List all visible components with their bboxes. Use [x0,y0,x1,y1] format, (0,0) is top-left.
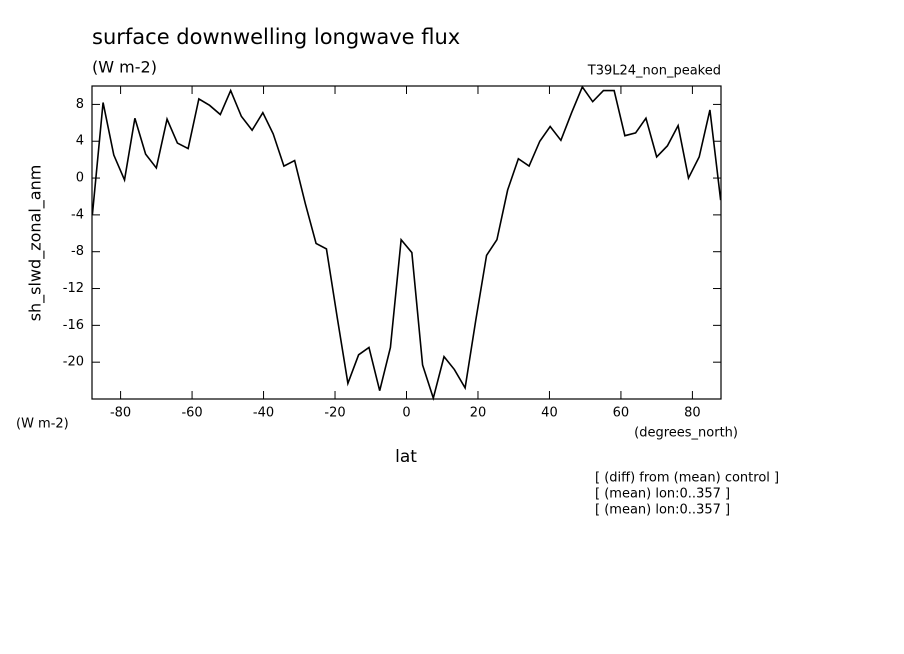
x-tick-label: 80 [684,406,701,421]
run-label: T39L24_non_peaked [587,64,721,79]
x-tick-label: -20 [324,406,345,421]
note: [ (mean) lon:0..357 ] [595,503,730,518]
note: [ (diff) from (mean) control ] [595,471,779,486]
x-tick-label: 0 [402,406,410,421]
y-tick-label: -20 [63,355,84,370]
y-tick-label: 0 [76,171,84,186]
y-tick-label: 8 [76,97,84,112]
chart-title: surface downwelling longwave flux [92,25,460,49]
x-tick-label: 40 [541,406,558,421]
x-units: (degrees_north) [634,426,738,441]
y-tick-label: -16 [63,318,84,333]
y-axis-label: sh_slwd_zonal_anm [26,165,46,322]
x-axis-label: lat [395,447,417,467]
x-tick-label: -60 [181,406,202,421]
x-tick-label: -80 [110,406,131,421]
y-tick-label: 4 [76,134,84,149]
x-tick-label: 60 [613,406,630,421]
note: [ (mean) lon:0..357 ] [595,487,730,502]
data-line [91,85,722,401]
y-tick-label: -4 [71,207,84,222]
units: (W m-2) [92,58,157,77]
y-tick-label: -12 [63,281,84,296]
y-tick-label: -8 [71,244,84,259]
x-tick-label: 20 [470,406,487,421]
plot-frame [91,85,722,400]
y-units: (W m-2) [16,417,69,432]
x-tick-label: -40 [253,406,274,421]
